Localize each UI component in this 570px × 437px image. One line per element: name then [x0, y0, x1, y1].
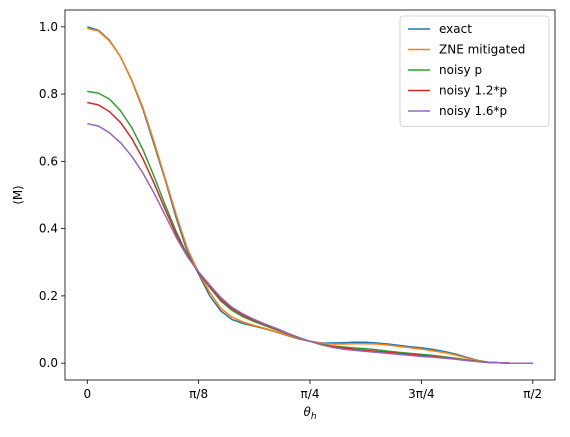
x-axis-label: θh: [303, 405, 316, 422]
legend-label: noisy 1.6*p: [439, 104, 507, 118]
x-tick-label: 3π/4: [408, 387, 435, 401]
x-tick-label: 0: [83, 387, 91, 401]
y-tick-label: 0.8: [39, 87, 58, 101]
y-tick-label: 0.2: [39, 289, 58, 303]
x-tick-label: π/4: [301, 387, 320, 401]
y-tick-label: 0.0: [39, 356, 58, 370]
series-lines: [87, 26, 533, 364]
y-axis-label: ⟨M⟩: [11, 185, 25, 205]
y-tick-label: 0.6: [39, 154, 58, 168]
legend-label: exact: [439, 22, 472, 36]
legend: exact ZNE mitigated noisy p noisy 1.2*p nois…: [399, 15, 550, 127]
legend-label: ZNE mitigated: [439, 43, 525, 57]
x-tick-label: π/2: [523, 387, 542, 401]
x-axis-ticks: 0 π/8 π/4 3π/4 π/2: [83, 380, 542, 401]
series-line-4: [87, 122, 533, 364]
legend-label: noisy 1.2*p: [439, 84, 507, 98]
legend-label: noisy p: [439, 63, 482, 77]
y-axis-ticks: 0.0 0.2 0.4 0.6 0.8 1.0: [39, 20, 65, 370]
y-tick-label: 0.4: [39, 222, 58, 236]
legend-box: [399, 15, 550, 127]
y-tick-label: 1.0: [39, 20, 58, 34]
x-tick-label: π/8: [189, 387, 208, 401]
